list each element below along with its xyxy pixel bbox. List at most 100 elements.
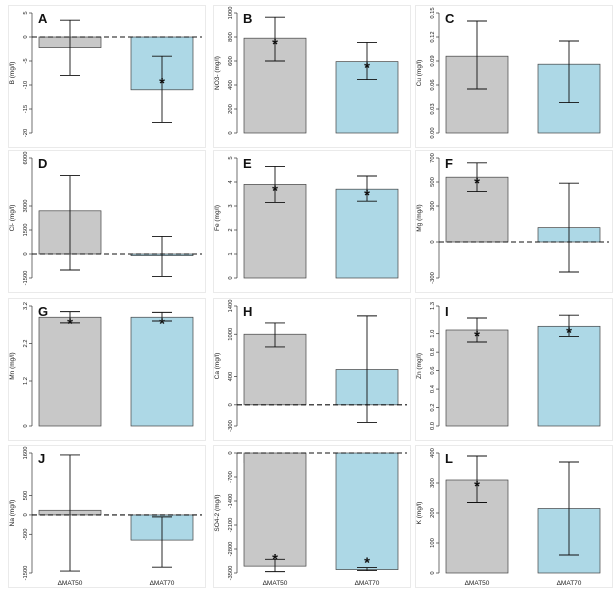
y-tick-label: 700	[430, 153, 436, 163]
y-tick-label: 2	[228, 228, 234, 231]
bar-mat50	[38, 316, 102, 427]
significance-star: *	[67, 315, 73, 332]
y-axis-label: Cu (mg/l)	[416, 60, 423, 87]
y-axis-label: SO4-2 (mg/l)	[214, 494, 221, 531]
y-tick-label: 300	[430, 201, 436, 211]
y-tick-label: 0.0	[430, 422, 436, 430]
panel-letter: A	[38, 11, 48, 26]
y-tick-label: 500	[23, 491, 29, 501]
x-category-label: ΔMAT50	[263, 580, 288, 587]
y-tick-label: 6000	[23, 152, 29, 165]
panel-letter: H	[243, 304, 252, 319]
y-axis-label: Na (mg/l)	[9, 500, 16, 527]
panel-letter: G	[38, 304, 48, 319]
panel-letter: C	[445, 11, 455, 26]
significance-star: *	[364, 60, 370, 77]
significance-star: *	[272, 182, 278, 199]
bar-mat50	[243, 452, 307, 567]
panel-frame	[213, 298, 411, 441]
y-tick-label: 200	[228, 104, 234, 114]
y-tick-label: 800	[228, 32, 234, 42]
y-tick-label: 300	[430, 478, 436, 488]
y-tick-label: 0.03	[430, 103, 436, 114]
panel-frame	[213, 5, 411, 148]
y-tick-label: 100	[430, 538, 436, 548]
y-tick-label: 1.3	[430, 302, 436, 310]
y-tick-label: 0.4	[430, 384, 436, 393]
y-tick-label: 0	[228, 276, 234, 279]
panel-letter: D	[38, 156, 47, 171]
panel-d: D -1500 0 1500 3000 6000 Cl- (mg/l)	[8, 150, 206, 293]
panel-g: G 0 1.2 2.2 3.2 Mn (mg/l) * *	[8, 298, 206, 441]
y-tick-label: 0.00	[430, 127, 436, 138]
bar-mat70	[335, 452, 399, 570]
panel-frame	[213, 445, 411, 588]
y-axis-label: Cl- (mg/l)	[9, 205, 16, 232]
panel-frame	[8, 150, 206, 293]
panel-c: C 0.00 0.03 0.06 0.09 0.12 0.15 Cu (mg/l)	[415, 5, 613, 148]
panel-f: F -300 0 300 500 700 Mg (mg/l) *	[415, 150, 613, 293]
significance-star: *	[272, 551, 278, 568]
significance-star: *	[364, 555, 370, 572]
x-category-label: ΔMAT50	[465, 580, 490, 587]
panel-j: J -1500 -500 0 500 1600 Na (mg/l) ΔMAT50 ΔMAT70	[8, 445, 206, 588]
y-tick-label: 0.8	[430, 348, 436, 356]
y-tick-label: 0	[23, 513, 29, 516]
y-tick-label: 0	[228, 131, 234, 134]
bar-mat70	[335, 188, 399, 279]
y-tick-label: -5	[23, 58, 29, 63]
y-tick-label: -20	[23, 129, 29, 137]
y-tick-label: 400	[430, 448, 436, 458]
panel-letter: B	[243, 11, 252, 26]
y-tick-label: 1000	[228, 7, 234, 20]
y-tick-label: 1	[228, 252, 234, 255]
y-tick-label: 2.2	[23, 339, 29, 347]
panel-frame	[415, 445, 613, 588]
y-tick-label: 0	[23, 252, 29, 255]
y-tick-label: 1400	[228, 300, 234, 313]
y-tick-label: 3.2	[23, 302, 29, 310]
x-category-label: ΔMAT70	[557, 580, 582, 587]
y-tick-label: -3500	[228, 566, 234, 581]
bar-mat70	[537, 325, 601, 427]
significance-star: *	[474, 478, 480, 495]
y-tick-label: 400	[228, 80, 234, 90]
y-axis-label: K (mg/l)	[416, 502, 423, 525]
panel-e: E 0 1 2 3 4 5 Fe (mg/l) * *	[213, 150, 411, 293]
y-tick-label: 500	[430, 177, 436, 187]
y-tick-label: 1600	[23, 447, 29, 460]
y-tick-label: -2800	[228, 542, 234, 557]
y-tick-label: -1400	[228, 494, 234, 509]
significance-star: *	[474, 328, 480, 345]
x-category-label: ΔMAT50	[58, 580, 83, 587]
y-tick-label: 1500	[23, 224, 29, 237]
y-tick-label: -700	[228, 471, 234, 483]
bar-mat70	[130, 316, 194, 427]
y-tick-label: 0	[23, 424, 29, 427]
y-tick-label: -10	[23, 81, 29, 89]
y-tick-label: 200	[430, 508, 436, 518]
y-tick-label: 0.12	[430, 31, 436, 42]
panel-letter: J	[38, 451, 45, 466]
panel-frame	[415, 5, 613, 148]
panel-i: I 0.0 0.2 0.4 0.6 0.8 1.0 1.3 Zn (mg/l) * *	[415, 298, 613, 441]
panel-frame	[415, 150, 613, 293]
y-tick-label: -2100	[228, 518, 234, 533]
significance-star: *	[474, 175, 480, 192]
y-tick-label: 0	[228, 403, 234, 406]
y-axis-label: B (mg/l)	[9, 62, 16, 85]
panel-frame	[415, 298, 613, 441]
panel-frame	[8, 298, 206, 441]
panel-frame	[8, 5, 206, 148]
y-tick-label: 0	[228, 451, 234, 454]
significance-star: *	[159, 315, 165, 332]
y-tick-label: 0.15	[430, 7, 436, 18]
y-tick-label: 1000	[228, 328, 234, 341]
panel-letter: F	[445, 156, 453, 171]
x-category-label: ΔMAT70	[150, 580, 175, 587]
x-category-label: ΔMAT70	[355, 580, 380, 587]
y-tick-label: 5	[228, 156, 234, 159]
y-tick-label: 1.2	[23, 377, 29, 385]
y-tick-label: 0	[430, 571, 436, 574]
